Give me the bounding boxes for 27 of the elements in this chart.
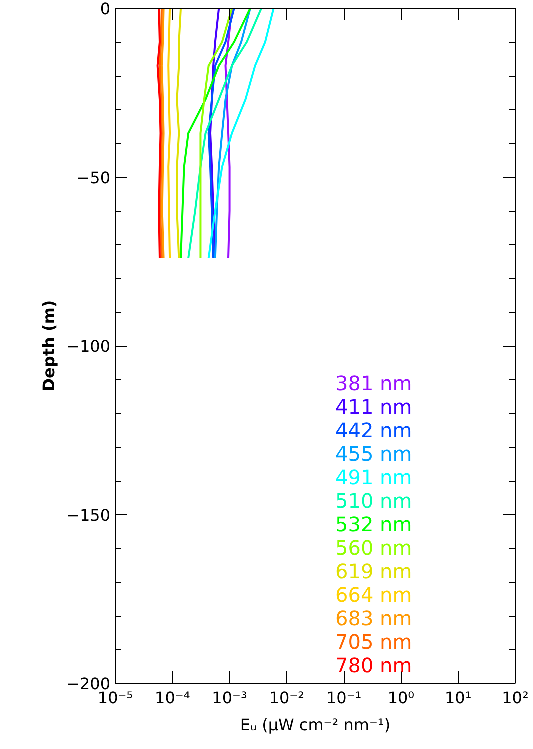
y-tick-label: −50: [76, 168, 110, 188]
x-tick-label: 10⁻⁴: [155, 688, 190, 708]
text: 381 nm: [336, 372, 412, 396]
text: 560 nm: [336, 536, 412, 560]
x-tick-label: 10¹: [444, 688, 472, 708]
text: 619 nm: [336, 560, 412, 584]
text: 510 nm: [336, 489, 412, 513]
text: 532 nm: [336, 512, 412, 536]
text: 705 nm: [336, 630, 412, 654]
y-tick-label: 0: [100, 0, 111, 18]
x-tick-label: 10⁻⁵: [98, 688, 134, 708]
x-tick-label: 10⁻³: [212, 688, 248, 708]
x-tick-label: 10⁻¹: [326, 688, 362, 708]
x-tick-label: 10⁰: [388, 688, 415, 708]
text: 455 nm: [336, 442, 412, 466]
text: 491 nm: [336, 466, 412, 490]
x-tick-label: 10²: [502, 688, 529, 708]
text: 442 nm: [336, 418, 412, 442]
text: 664 nm: [336, 583, 412, 607]
text: 411 nm: [336, 395, 412, 419]
y-axis-title: Depth (m): [40, 300, 59, 392]
y-tick-label: −100: [66, 337, 111, 356]
x-tick-label: 10⁻²: [269, 688, 305, 708]
x-axis-title: Eᵤ (μW cm⁻² nm⁻¹): [240, 716, 391, 734]
y-tick-label: −150: [66, 506, 111, 525]
text: 683 nm: [336, 606, 412, 630]
text: 780 nm: [336, 654, 412, 678]
